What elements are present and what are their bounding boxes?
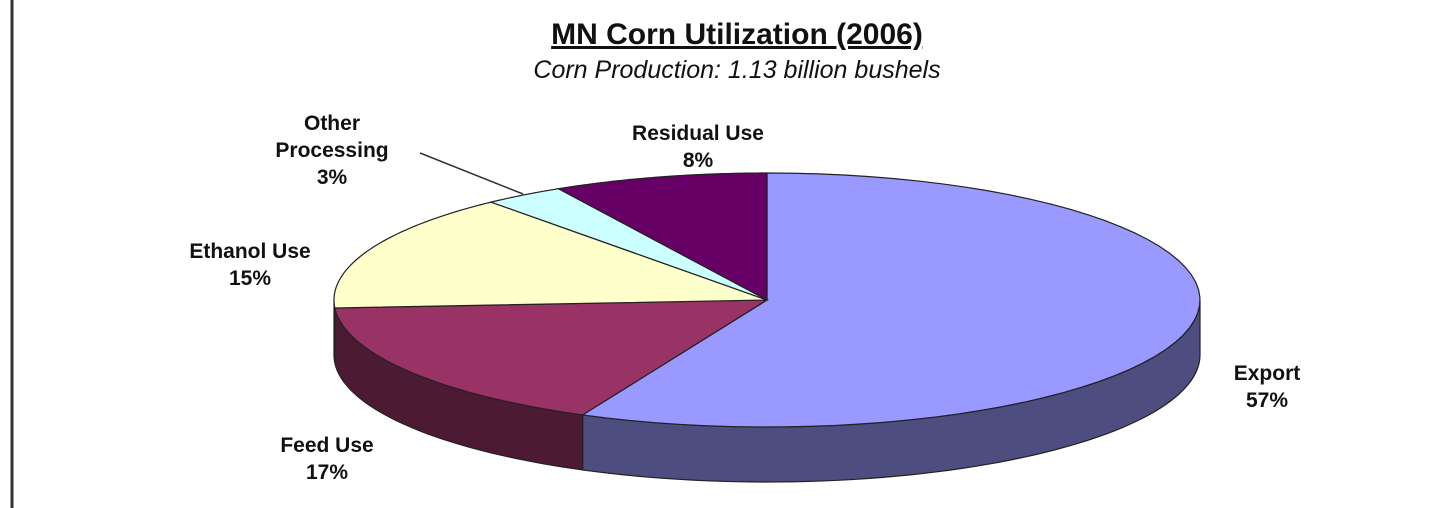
slice-label: Ethanol Use <box>189 240 311 263</box>
slice-label: Feed Use <box>280 434 374 457</box>
slice-label: Residual Use <box>632 122 764 145</box>
chart-title: MN Corn Utilization (2006) <box>551 18 923 51</box>
slice-label: Export <box>1233 362 1301 385</box>
slice-value-label: 15% <box>228 267 272 290</box>
pie-slice <box>334 299 770 416</box>
slice-label: Other Processing <box>275 112 389 162</box>
chart-subtitle: Corn Production: 1.13 billion bushels <box>533 56 941 84</box>
leader-line <box>419 152 524 195</box>
slice-value-label: 57% <box>1245 389 1289 412</box>
pie-slice <box>333 201 768 309</box>
pie-slice <box>556 172 768 302</box>
pie-slice <box>580 172 1201 428</box>
pie-slice <box>488 188 768 301</box>
slice-value-label: 8% <box>682 149 714 172</box>
slice-value-label: 17% <box>305 461 349 484</box>
slice-value-label: 3% <box>316 166 348 189</box>
